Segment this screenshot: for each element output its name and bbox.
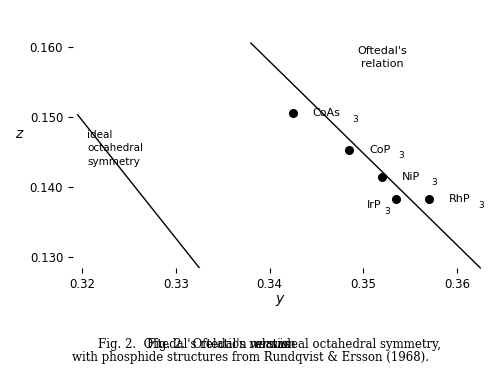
X-axis label: y: y bbox=[275, 292, 283, 306]
Text: 3: 3 bbox=[478, 200, 484, 210]
Text: 3: 3 bbox=[398, 151, 404, 161]
Text: 3: 3 bbox=[431, 178, 437, 187]
Text: Oftedal's
relation: Oftedal's relation bbox=[357, 45, 407, 69]
Text: RhP: RhP bbox=[448, 194, 470, 204]
Text: Fig. 2.  Oftedal's relation: Fig. 2. Oftedal's relation bbox=[147, 338, 300, 351]
Text: versus: versus bbox=[250, 338, 289, 351]
Text: versus: versus bbox=[253, 338, 292, 351]
Text: IrP: IrP bbox=[368, 200, 382, 210]
Y-axis label: z: z bbox=[15, 127, 22, 141]
Text: Fig. 2.  Oftedal's relation: Fig. 2. Oftedal's relation bbox=[98, 338, 250, 351]
Text: CoP: CoP bbox=[369, 145, 390, 155]
Text: CoAs: CoAs bbox=[312, 108, 340, 118]
Text: ideal octahedral symmetry,: ideal octahedral symmetry, bbox=[276, 338, 441, 351]
Text: NiP: NiP bbox=[402, 172, 420, 182]
Text: with phosphide structures from Rundqvist & Ersson (1968).: with phosphide structures from Rundqvist… bbox=[72, 351, 428, 364]
Text: ideal
octahedral
symmetry: ideal octahedral symmetry bbox=[87, 130, 143, 167]
Text: Fig. 2.  Oftedal’s relation — ideal octahedral symmetry,: Fig. 2. Oftedal’s relation — ideal octah… bbox=[85, 338, 415, 351]
Text: 3: 3 bbox=[384, 207, 390, 215]
Text: 3: 3 bbox=[352, 115, 358, 124]
